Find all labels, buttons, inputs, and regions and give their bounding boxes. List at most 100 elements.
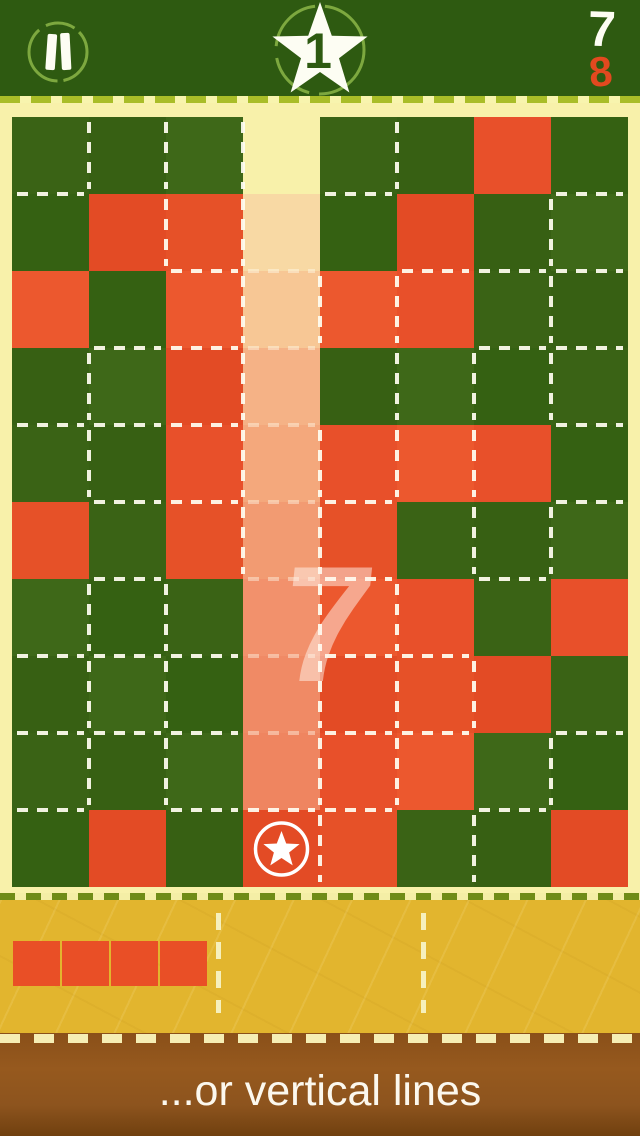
grid-cell[interactable] bbox=[166, 810, 243, 887]
grid-cell[interactable] bbox=[12, 425, 89, 502]
grid-cell[interactable] bbox=[551, 579, 628, 656]
grid-cell[interactable] bbox=[320, 271, 397, 348]
grid-cell[interactable] bbox=[166, 733, 243, 810]
tray-slot[interactable] bbox=[423, 900, 640, 1033]
stitch-line bbox=[549, 199, 553, 266]
grid-cell[interactable] bbox=[166, 117, 243, 194]
grid-cell[interactable] bbox=[551, 271, 628, 348]
grid-cell[interactable] bbox=[320, 502, 397, 579]
grid-cell-ghost-preview[interactable] bbox=[243, 733, 320, 810]
grid-cell[interactable] bbox=[397, 656, 474, 733]
grid-cell[interactable] bbox=[551, 348, 628, 425]
grid-cell[interactable] bbox=[551, 502, 628, 579]
grid-cell[interactable] bbox=[166, 425, 243, 502]
grid-cell[interactable] bbox=[12, 656, 89, 733]
stitch-line bbox=[164, 199, 168, 266]
grid-cell[interactable] bbox=[320, 194, 397, 271]
grid-cell[interactable] bbox=[551, 656, 628, 733]
grid-cell[interactable] bbox=[320, 733, 397, 810]
grid-cell[interactable] bbox=[89, 810, 166, 887]
grid-cell[interactable] bbox=[551, 117, 628, 194]
grid-cell[interactable] bbox=[89, 579, 166, 656]
stitch-line bbox=[318, 276, 322, 343]
piece-horizontal-line-4[interactable] bbox=[13, 941, 207, 986]
grid-cell[interactable] bbox=[474, 194, 551, 271]
grid-cell-ghost-preview[interactable] bbox=[243, 502, 320, 579]
grid-cell[interactable] bbox=[397, 194, 474, 271]
grid-cell-ghost-preview[interactable] bbox=[243, 348, 320, 425]
grid-cell[interactable] bbox=[89, 502, 166, 579]
grid-cell-ghost-preview[interactable] bbox=[243, 579, 320, 656]
grid-cell[interactable] bbox=[397, 117, 474, 194]
grid-cell[interactable] bbox=[12, 194, 89, 271]
score-panel: 7 8 bbox=[540, 0, 630, 96]
grid-cell[interactable] bbox=[89, 733, 166, 810]
grid-cell[interactable] bbox=[12, 348, 89, 425]
grid-cell[interactable] bbox=[89, 348, 166, 425]
grid-cell[interactable] bbox=[397, 733, 474, 810]
grid-cell[interactable] bbox=[320, 348, 397, 425]
grid-cell[interactable] bbox=[474, 348, 551, 425]
grid-cell[interactable] bbox=[89, 425, 166, 502]
grid-cell[interactable] bbox=[320, 425, 397, 502]
stitch-line bbox=[248, 269, 315, 273]
grid-cell[interactable] bbox=[12, 117, 89, 194]
grid-cell[interactable] bbox=[12, 271, 89, 348]
grid-cell[interactable] bbox=[474, 656, 551, 733]
puzzle-board[interactable]: 7 bbox=[12, 117, 628, 887]
grid-cell[interactable] bbox=[320, 810, 397, 887]
grid-cell[interactable] bbox=[12, 579, 89, 656]
grid-cell-ghost-preview[interactable] bbox=[243, 194, 320, 271]
stitch-line bbox=[241, 430, 245, 497]
pause-button[interactable] bbox=[20, 14, 96, 90]
stitch-line bbox=[402, 269, 469, 273]
grid-cell[interactable] bbox=[89, 271, 166, 348]
grid-cell[interactable] bbox=[474, 810, 551, 887]
grid-cell[interactable] bbox=[12, 810, 89, 887]
grid-cell[interactable] bbox=[89, 656, 166, 733]
grid-cell[interactable] bbox=[166, 348, 243, 425]
grid-cell[interactable] bbox=[320, 117, 397, 194]
grid-cell-ghost-preview[interactable] bbox=[243, 271, 320, 348]
stitch-line bbox=[17, 731, 84, 735]
grid-cell[interactable] bbox=[397, 810, 474, 887]
grid-cell[interactable] bbox=[166, 271, 243, 348]
grid-cell-drop-origin[interactable] bbox=[243, 810, 320, 887]
grid-cell[interactable] bbox=[474, 579, 551, 656]
grid-cell[interactable] bbox=[12, 733, 89, 810]
grid-cell-ghost-preview[interactable] bbox=[243, 656, 320, 733]
grid-cell[interactable] bbox=[12, 502, 89, 579]
grid-cell[interactable] bbox=[474, 733, 551, 810]
grid-cell[interactable] bbox=[397, 348, 474, 425]
grid-cell[interactable] bbox=[166, 194, 243, 271]
stitch-line bbox=[549, 353, 553, 420]
grid-cell[interactable] bbox=[474, 425, 551, 502]
stitch-line bbox=[164, 122, 168, 189]
stitch-line bbox=[479, 269, 546, 273]
grid-cell-ghost-preview[interactable] bbox=[243, 117, 320, 194]
tray-slot[interactable] bbox=[0, 900, 218, 1033]
grid-cell[interactable] bbox=[89, 194, 166, 271]
grid-cell[interactable] bbox=[474, 117, 551, 194]
tray-slot[interactable] bbox=[218, 900, 423, 1033]
stitch-line bbox=[556, 500, 623, 504]
stitch-line bbox=[87, 738, 91, 805]
grid-cell[interactable] bbox=[474, 502, 551, 579]
grid-cell-ghost-preview[interactable] bbox=[243, 425, 320, 502]
grid-cell[interactable] bbox=[166, 656, 243, 733]
grid-cell[interactable] bbox=[551, 810, 628, 887]
grid-cell[interactable] bbox=[551, 425, 628, 502]
grid-cell[interactable] bbox=[551, 194, 628, 271]
grid-cell[interactable] bbox=[397, 502, 474, 579]
grid-cell[interactable] bbox=[397, 425, 474, 502]
grid-cell[interactable] bbox=[166, 502, 243, 579]
grid-cell[interactable] bbox=[166, 579, 243, 656]
grid-cell[interactable] bbox=[320, 579, 397, 656]
grid-cell[interactable] bbox=[474, 271, 551, 348]
stitch-line bbox=[318, 430, 322, 497]
grid-cell[interactable] bbox=[551, 733, 628, 810]
grid-cell[interactable] bbox=[89, 117, 166, 194]
grid-cell[interactable] bbox=[397, 271, 474, 348]
grid-cell[interactable] bbox=[320, 656, 397, 733]
grid-cell[interactable] bbox=[397, 579, 474, 656]
